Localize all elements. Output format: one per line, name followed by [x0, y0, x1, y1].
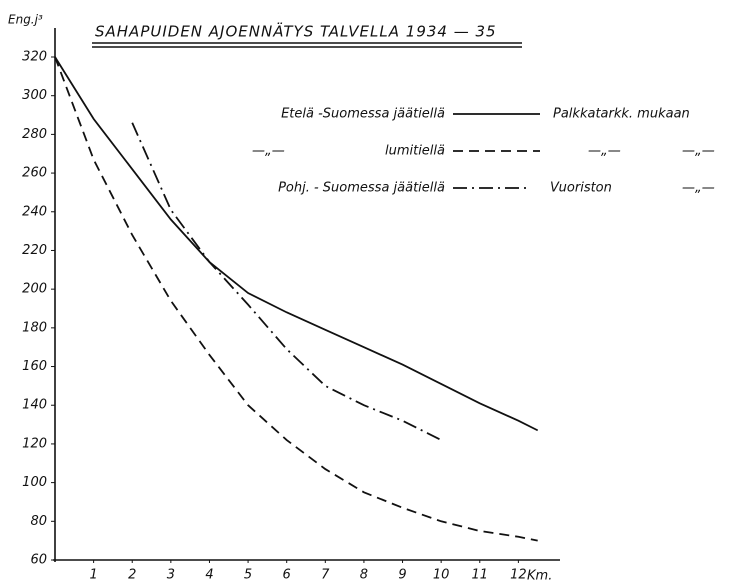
x-tick-label: 2 — [128, 568, 136, 582]
legend-label: Etelä -Suomessa jäätiellä — [281, 107, 445, 122]
x-tick-label: 8 — [360, 568, 368, 582]
x-tick-label: 6 — [283, 568, 291, 582]
y-tick-label: 180 — [22, 320, 47, 335]
line-series — [54, 56, 538, 542]
y-tick-label: 140 — [22, 398, 47, 413]
x-axis-label: Km. — [527, 569, 552, 582]
y-tick-label: 200 — [22, 282, 47, 297]
y-tick-label: 280 — [22, 127, 47, 142]
y-tick-label: 100 — [22, 475, 47, 490]
chart-title: SAHAPUIDEN AJOENNÄTYS TALVELLA 1934 — 35 — [95, 22, 497, 41]
x-tick-label: 1 — [89, 568, 97, 582]
annotation: Vuoriston — [550, 181, 612, 196]
legend-label: Pohj. - Suomessa jäätiellä — [278, 181, 445, 196]
y-tick-label: 300 — [22, 88, 47, 103]
y-tick-label: 160 — [22, 359, 47, 374]
x-tick-label: 5 — [244, 568, 252, 582]
x-tick-label: 3 — [167, 568, 175, 582]
y-axis-label: Eng.j³ — [8, 13, 43, 27]
x-tick-label: 10 — [433, 568, 450, 582]
annotation: —„— — [588, 144, 621, 159]
line-series — [54, 56, 539, 432]
y-tick-label: 220 — [22, 243, 47, 258]
line-series — [131, 122, 442, 441]
y-tick-label: 260 — [22, 166, 47, 181]
y-tick-label: 320 — [22, 50, 47, 65]
annotation: —„— — [682, 144, 715, 159]
y-tick-label: 240 — [22, 204, 47, 219]
annotation: —„— — [252, 144, 285, 159]
y-tick-label: 120 — [22, 436, 47, 451]
x-tick-label: 4 — [205, 568, 213, 582]
legend-label: lumitiellä — [385, 144, 445, 159]
x-tick-label: 12 — [510, 568, 527, 582]
annotation: Palkkatarkk. mukaan — [553, 107, 690, 122]
x-tick-label: 7 — [321, 568, 330, 582]
y-tick-label: 80 — [30, 514, 47, 529]
annotation: —„— — [682, 181, 715, 196]
x-tick-label: 11 — [471, 568, 488, 582]
x-tick-label: 9 — [398, 568, 406, 582]
y-tick-label: 60 — [30, 553, 47, 568]
